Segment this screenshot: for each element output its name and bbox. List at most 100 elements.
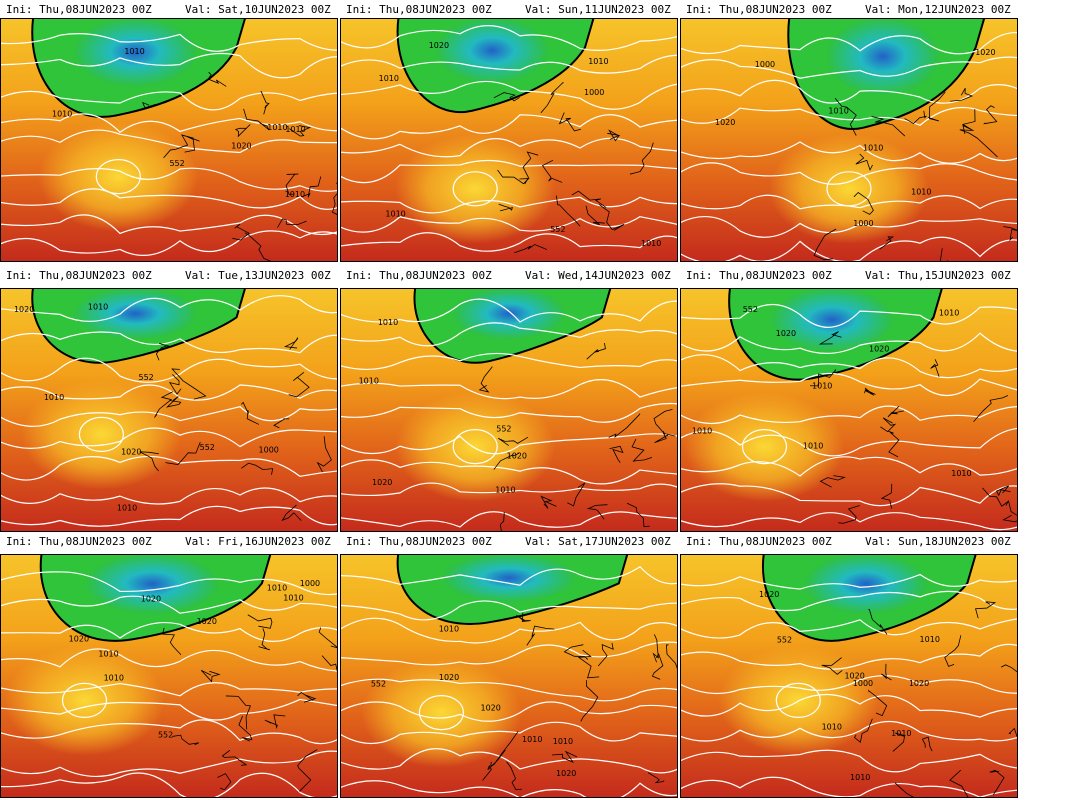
isobar	[340, 196, 678, 214]
high-pressure	[4, 645, 165, 756]
coastline	[482, 749, 506, 781]
contour-label: 1010	[863, 143, 883, 152]
coastline	[813, 228, 837, 261]
coastline	[598, 204, 625, 231]
coastline	[155, 342, 172, 361]
contour-label: 1000	[584, 88, 604, 97]
contour-label: 1020	[429, 41, 449, 50]
isobar	[452, 171, 498, 207]
isobar	[680, 405, 1018, 425]
frame	[0, 554, 338, 798]
isobar	[418, 694, 464, 731]
isobar	[680, 573, 1018, 590]
isobar	[340, 232, 678, 252]
isobar	[0, 648, 338, 672]
isobar	[95, 159, 141, 195]
valid-time: Val: Thu,15JUN2023 00Z	[865, 269, 1011, 282]
coastline	[277, 218, 307, 228]
coastline	[526, 625, 555, 646]
init-time: Ini: Thu,08JUN2023 00Z	[346, 269, 492, 282]
coastline	[139, 451, 159, 472]
isobar	[0, 90, 338, 111]
contour-label: 1020	[141, 595, 161, 604]
isobar	[0, 621, 338, 643]
coastline	[497, 169, 530, 185]
coastline	[654, 432, 676, 444]
isobar	[826, 171, 872, 207]
isobar	[340, 298, 678, 323]
contour-label: 1020	[776, 329, 796, 338]
coastline	[838, 505, 860, 524]
coastline	[950, 87, 974, 102]
contour-label: 1020	[197, 617, 217, 626]
init-time: Ini: Thu,08JUN2023 00Z	[6, 535, 152, 548]
contour-label: 1020	[715, 118, 735, 127]
map-panel: Ini: Thu,08JUN2023 00Z Val: Sat,10JUN2023…	[0, 3, 338, 262]
map-body	[680, 18, 1018, 262]
contour-label: 1020	[759, 590, 779, 599]
isobar	[680, 106, 1018, 126]
isobar	[0, 698, 338, 721]
contour-label: 1010	[803, 441, 823, 450]
contour-label: 1010	[522, 735, 542, 744]
coastline	[241, 462, 274, 475]
contour-label: 1010	[939, 308, 959, 317]
coastline	[894, 782, 916, 798]
coastline	[247, 614, 273, 629]
valid-time: Val: Wed,14JUN2023 00Z	[525, 269, 671, 282]
isobar	[741, 429, 788, 465]
isobar	[0, 487, 338, 505]
isobar	[340, 216, 678, 233]
isobar	[340, 433, 678, 455]
low-core	[771, 288, 893, 352]
coastline	[168, 374, 182, 395]
coastline	[243, 108, 270, 131]
coastline	[551, 750, 578, 763]
coastline	[232, 223, 250, 241]
coastline	[297, 691, 317, 703]
isobar	[0, 772, 338, 798]
frame	[0, 288, 338, 532]
map-body	[680, 288, 1018, 532]
contour-label: 1010	[692, 427, 712, 436]
coastline	[580, 680, 599, 722]
high-pressure	[395, 391, 556, 502]
low-core	[74, 18, 197, 87]
isobar	[0, 295, 338, 322]
high-pressure	[769, 133, 929, 244]
frame	[340, 554, 678, 798]
coastline	[297, 749, 318, 792]
contour-label: 1010	[495, 486, 515, 495]
isobar	[340, 80, 678, 110]
contour-label: 1020	[231, 141, 251, 150]
init-time: Ini: Thu,08JUN2023 00Z	[6, 3, 152, 16]
isobar	[0, 113, 338, 134]
coastline	[975, 601, 997, 619]
contour-label: 1010	[285, 125, 305, 134]
contour-label: 1010	[283, 593, 303, 602]
coastline	[586, 504, 608, 520]
coastline	[163, 134, 194, 159]
high-pressure	[718, 645, 879, 756]
coastline	[995, 485, 1011, 497]
isobar	[680, 749, 1018, 773]
init-time: Ini: Thu,08JUN2023 00Z	[346, 3, 492, 16]
contour-label: 1010	[44, 393, 64, 402]
isobar	[340, 352, 678, 371]
isobar	[680, 354, 1018, 379]
map-panel: Ini: Thu,08JUN2023 00Z Val: Sat,17JUN2023…	[340, 535, 678, 798]
coastline	[289, 125, 312, 137]
contour-label: 1010	[822, 722, 842, 731]
coastline	[819, 475, 846, 488]
coastline	[597, 642, 614, 667]
isobar	[340, 459, 678, 485]
isobar	[61, 682, 108, 719]
coastline	[821, 657, 843, 675]
valid-time: Val: Sun,18JUN2023 00Z	[865, 535, 1011, 548]
coastline	[162, 627, 182, 656]
isobar	[680, 456, 1018, 477]
low-core	[436, 18, 548, 83]
coastline	[258, 628, 271, 651]
isobar	[0, 682, 338, 697]
isobar	[0, 427, 338, 449]
